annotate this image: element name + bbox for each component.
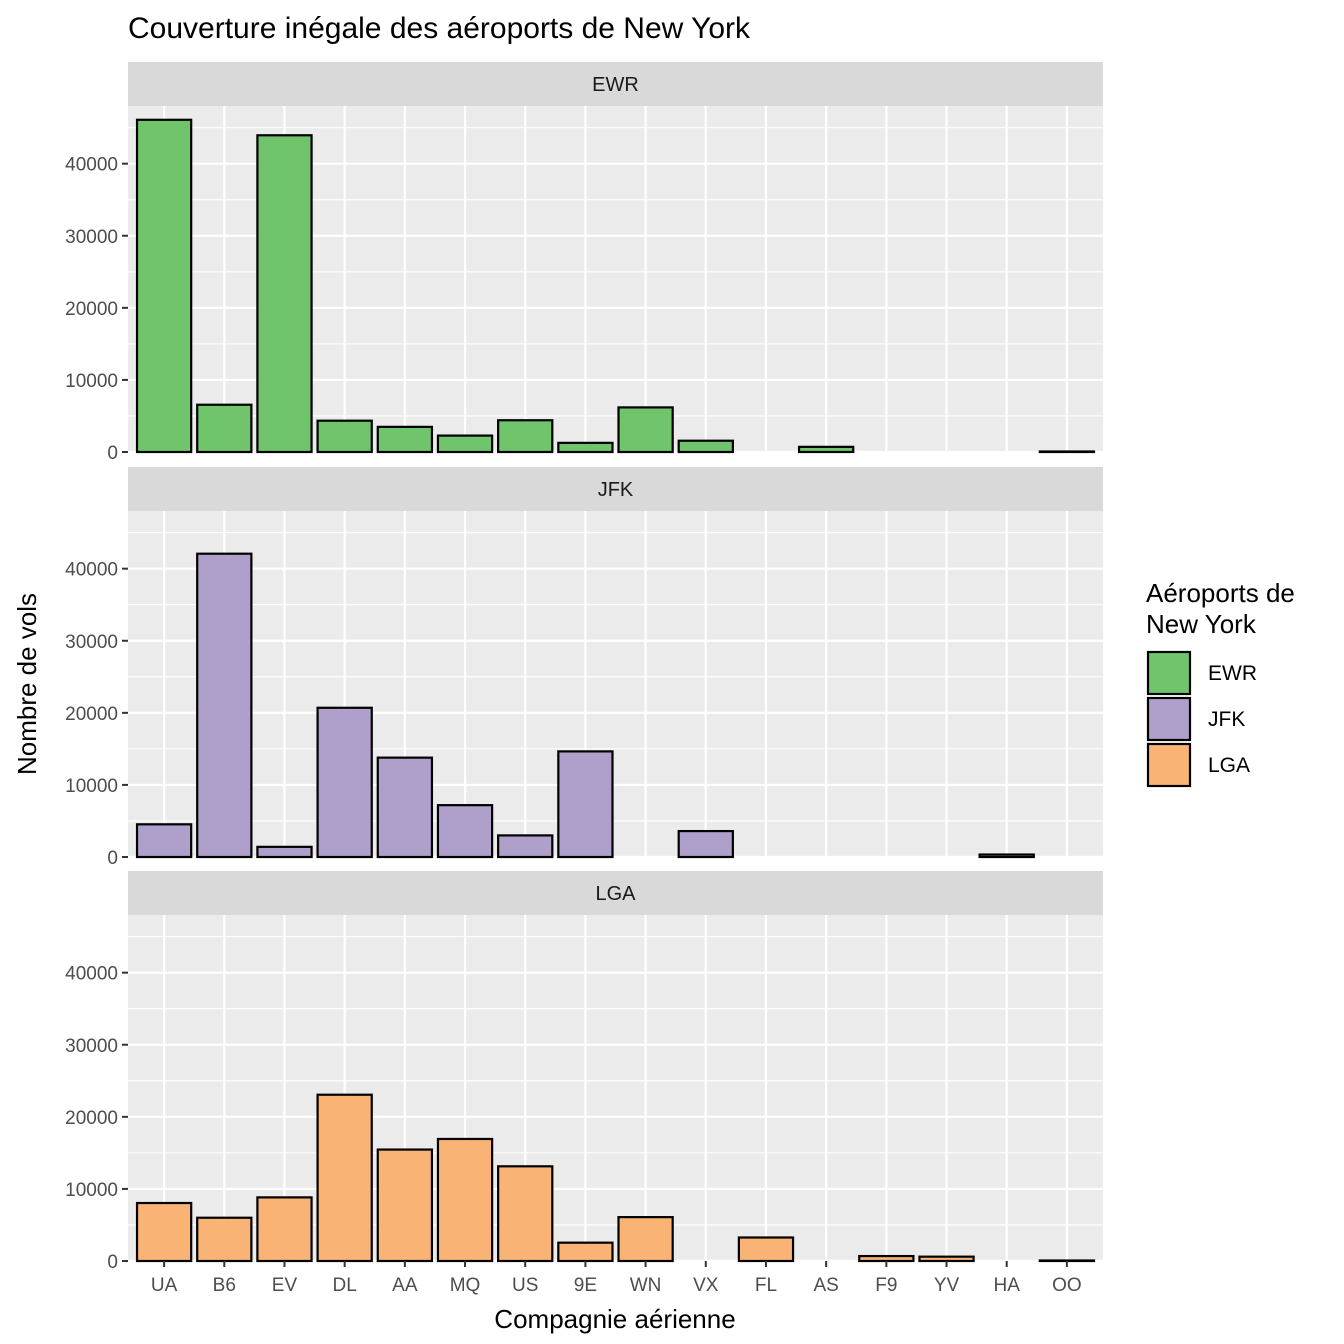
legend-title-line-1: Aéroports de (1146, 578, 1295, 608)
bar-lga-9e (557, 1241, 614, 1263)
y-tick-label: 0 (107, 1252, 118, 1273)
y-tick-label: 40000 (65, 964, 118, 985)
bar-jfk-ua (135, 823, 193, 859)
bar-ewr-dl (316, 419, 373, 454)
y-tick-label: 20000 (65, 704, 118, 725)
x-tick-label: VX (693, 1275, 719, 1296)
bar-lga-mq (436, 1137, 494, 1263)
bar-lga-ua (135, 1201, 193, 1263)
bar-jfk-dl (316, 706, 373, 859)
bar-jfk-vx (677, 829, 734, 859)
y-tick-label: 0 (107, 848, 118, 869)
y-tick-label: 0 (107, 443, 118, 464)
facet-panels: EWR 0 10000 20000 30000 40000 JFK 0 10000 20000 30… (65, 62, 1103, 1296)
legend-key-ewr (1146, 650, 1192, 696)
x-tick-label: OO (1052, 1275, 1082, 1296)
y-tick-label: 10000 (65, 776, 118, 797)
panel-background (128, 511, 1103, 857)
bar-jfk-ev (256, 845, 313, 859)
y-tick-label: 40000 (65, 155, 118, 176)
x-tick-label: F9 (875, 1275, 897, 1296)
y-tick-label: 30000 (65, 227, 118, 248)
bar-lga-ev (256, 1196, 313, 1263)
bar-ewr-ev (256, 134, 313, 454)
y-axis-title: Nombre de vols (12, 593, 42, 775)
bar-lga-us (497, 1165, 554, 1263)
x-tick-label: HA (994, 1275, 1021, 1296)
x-tick-label: AS (813, 1275, 838, 1296)
x-tick-label: B6 (213, 1275, 236, 1296)
bar-jfk-aa (376, 756, 434, 859)
x-tick-label: AA (392, 1275, 418, 1296)
facet-panel-lga: LGA 0 10000 20000 30000 40000 UA B6 EV DL AA MQ US 9E… (65, 871, 1103, 1296)
y-tick-label: 20000 (65, 299, 118, 320)
bar-ewr-us (497, 419, 554, 454)
x-tick-label: DL (333, 1275, 357, 1296)
x-axis-title: Compagnie aérienne (494, 1304, 735, 1334)
y-tick-label: 20000 (65, 1108, 118, 1129)
x-tick-label: US (512, 1275, 538, 1296)
x-tick-label: MQ (450, 1275, 481, 1296)
bar-lga-f9 (858, 1254, 915, 1263)
bar-jfk-9e (557, 750, 614, 859)
bar-jfk-b6 (196, 552, 253, 859)
bar-ewr-wn (617, 406, 674, 454)
bar-ewr-b6 (196, 403, 253, 454)
legend-key-jfk (1146, 696, 1192, 742)
y-tick-label: 30000 (65, 1036, 118, 1057)
facet-strip (128, 467, 1103, 511)
bar-ewr-aa (376, 425, 434, 454)
bar-jfk-us (497, 834, 554, 859)
bar-ewr-mq (436, 434, 494, 454)
y-tick-label: 10000 (65, 371, 118, 392)
y-tick-label: 10000 (65, 1180, 118, 1201)
bar-lga-dl (316, 1093, 373, 1263)
bar-ewr-ua (135, 118, 193, 454)
legend-key-lga (1146, 742, 1192, 788)
bar-ewr-9e (557, 441, 614, 454)
legend-title-line-2: New York (1146, 609, 1257, 639)
bar-lga-b6 (196, 1216, 253, 1263)
facet-strip-label: LGA (595, 883, 636, 905)
legend-label-lga: LGA (1208, 754, 1250, 777)
legend-label-ewr: EWR (1208, 662, 1257, 685)
facet-strip (128, 62, 1103, 106)
bar-lga-wn (617, 1216, 674, 1263)
bar-jfk-mq (436, 804, 494, 859)
bar-jfk-ha (978, 853, 1035, 859)
x-tick-label: 9E (574, 1275, 597, 1296)
bar-lga-yv (918, 1255, 975, 1263)
facet-strip (128, 871, 1103, 915)
legend: Aéroports de New York EWR JFK LGA (1146, 578, 1295, 788)
y-tick-label: 30000 (65, 632, 118, 653)
bar-ewr-oo (1038, 450, 1096, 454)
x-tick-label: WN (630, 1275, 662, 1296)
x-tick-label: FL (755, 1275, 777, 1296)
x-tick-label: UA (151, 1275, 178, 1296)
facet-panel-ewr: EWR 0 10000 20000 30000 40000 (65, 62, 1103, 464)
facet-strip-label: JFK (598, 479, 634, 501)
facet-panel-jfk: JFK 0 10000 20000 30000 40000 (65, 467, 1103, 869)
y-tick-label: 40000 (65, 560, 118, 581)
chart-title: Couverture inégale des aéroports de New … (128, 12, 751, 45)
bar-lga-aa (376, 1148, 434, 1263)
x-tick-label: YV (934, 1275, 960, 1296)
bar-ewr-as (797, 445, 855, 454)
bar-ewr-vx (677, 439, 734, 454)
facet-strip-label: EWR (592, 74, 639, 96)
bar-lga-oo (1038, 1259, 1096, 1263)
x-tick-label: EV (272, 1275, 298, 1296)
legend-label-jfk: JFK (1208, 708, 1245, 731)
bar-lga-fl (737, 1236, 795, 1263)
